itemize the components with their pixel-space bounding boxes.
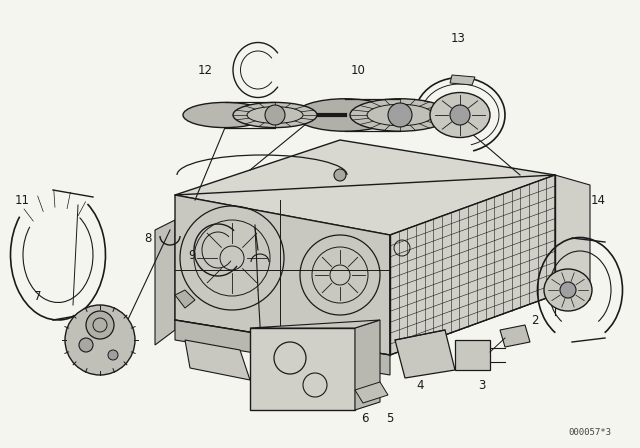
Text: 12: 12	[198, 64, 212, 77]
Text: 13: 13	[451, 31, 465, 44]
Text: 3: 3	[478, 379, 486, 392]
Polygon shape	[390, 175, 555, 355]
Text: 8: 8	[144, 232, 152, 245]
Text: 14: 14	[591, 194, 605, 207]
Polygon shape	[455, 340, 490, 370]
Text: 2: 2	[531, 314, 539, 327]
Circle shape	[334, 169, 346, 181]
Ellipse shape	[350, 99, 450, 131]
Circle shape	[65, 305, 135, 375]
Polygon shape	[500, 325, 530, 347]
Ellipse shape	[430, 92, 490, 138]
Polygon shape	[175, 290, 195, 308]
Polygon shape	[395, 330, 455, 378]
Text: 4: 4	[416, 379, 424, 392]
Ellipse shape	[183, 103, 267, 128]
Text: 000057*3: 000057*3	[568, 427, 611, 436]
Polygon shape	[555, 175, 590, 300]
Polygon shape	[355, 320, 380, 410]
Polygon shape	[185, 340, 250, 380]
Text: 10: 10	[351, 64, 365, 77]
Circle shape	[560, 282, 576, 298]
Ellipse shape	[233, 103, 317, 128]
Circle shape	[388, 103, 412, 127]
Polygon shape	[175, 195, 390, 355]
Polygon shape	[310, 360, 360, 390]
Polygon shape	[155, 220, 175, 345]
Text: 7: 7	[35, 289, 42, 302]
Polygon shape	[175, 140, 555, 235]
Ellipse shape	[544, 269, 592, 311]
Polygon shape	[450, 75, 475, 85]
Polygon shape	[175, 320, 390, 375]
Polygon shape	[250, 328, 355, 410]
Circle shape	[86, 311, 114, 339]
Circle shape	[265, 105, 285, 125]
Text: 9: 9	[188, 249, 196, 262]
Ellipse shape	[295, 99, 395, 131]
Text: 11: 11	[15, 194, 29, 207]
Polygon shape	[250, 320, 380, 328]
Circle shape	[450, 105, 470, 125]
Circle shape	[108, 350, 118, 360]
Circle shape	[79, 338, 93, 352]
Text: 5: 5	[387, 412, 394, 425]
Text: 6: 6	[361, 412, 369, 425]
Polygon shape	[355, 382, 388, 403]
